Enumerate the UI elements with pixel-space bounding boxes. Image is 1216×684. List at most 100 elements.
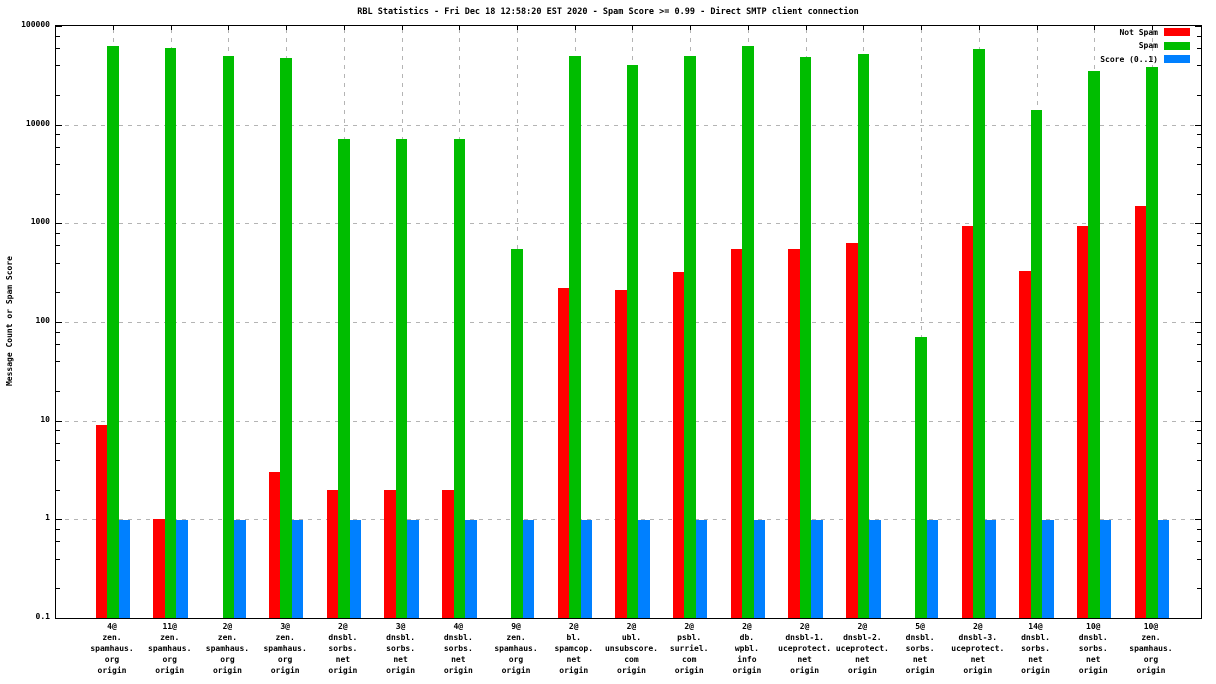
y-minor-tick [1197, 442, 1201, 444]
spam-bar [1088, 71, 1100, 618]
x-category-label-line: zen. [506, 633, 526, 642]
x-category-label-line: origin [732, 666, 762, 675]
x-category-label: 2@ db. wpbl. info origin [715, 621, 779, 676]
score-0-1--bar [869, 519, 881, 618]
x-category-label-line: uceprotect. [835, 644, 889, 653]
y-minor-tick [1197, 390, 1201, 392]
x-category-label: 2@ bl. spamcop. net origin [542, 621, 606, 676]
x-category-label-line: com [624, 655, 639, 664]
score-0-1--bar [234, 519, 246, 618]
not-spam-bar [615, 290, 627, 618]
x-category-label-line: origin [1021, 666, 1050, 675]
x-category-label: 2@ dnsbl-3. uceprotect. net origin [946, 621, 1010, 676]
y-minor-tick [56, 35, 60, 37]
x-category-label-line: 2@ [222, 622, 233, 631]
x-category-label-line: net [1028, 655, 1043, 664]
x-category-label-line: spamhaus. [90, 644, 134, 653]
x-top-tick [978, 26, 980, 30]
x-category-label-line: dnsbl. [1021, 633, 1050, 642]
y-minor-tick [1197, 134, 1201, 136]
x-top-tick [170, 26, 172, 30]
legend-item: Not Spam [1100, 28, 1190, 37]
x-category-label-line: 2@ [338, 622, 348, 631]
y-minor-tick [1197, 430, 1201, 432]
y-minor-tick [56, 94, 60, 96]
y-minor-tick [1197, 541, 1201, 543]
x-category-label-line: dnsbl. [443, 633, 473, 642]
legend-item: Spam [1100, 41, 1190, 50]
y-minor-tick [56, 65, 60, 67]
y-minor-tick [1197, 163, 1201, 165]
x-category-label-line: net [451, 655, 466, 664]
spam-bar [857, 54, 870, 618]
y-tick-label: 10 [40, 414, 50, 424]
y-minor-tick [56, 343, 60, 345]
x-category-label-line: spamcop. [554, 644, 594, 653]
x-category-label-line: 2@ [857, 622, 868, 631]
y-minor-tick [56, 558, 60, 560]
y-major-tick [1195, 420, 1201, 422]
not-spam-bar [1134, 205, 1147, 618]
y-minor-tick [1197, 146, 1201, 148]
x-category-label-line: origin [847, 666, 877, 675]
x-category-label-line: origin [328, 666, 358, 675]
x-category-label-line: 2@ [684, 622, 694, 631]
x-category-label-line: origin [443, 666, 473, 675]
not-spam-bar [557, 288, 569, 618]
not-spam-bar [1019, 270, 1031, 618]
x-category-label-line: origin [905, 666, 935, 675]
x-category-label-line: org [104, 655, 120, 664]
not-spam-bar [672, 272, 685, 618]
x-category-label-line: sorbs. [386, 644, 416, 653]
y-minor-tick [1197, 489, 1201, 491]
y-minor-tick [56, 442, 60, 444]
x-category-label-line: org [508, 655, 524, 664]
legend: Not Spam Spam Score (0..1) [1100, 28, 1190, 69]
x-category-label-line: uceprotect. [778, 644, 832, 653]
spam-bar [626, 65, 639, 618]
x-category-label-line: origin [674, 666, 704, 675]
spam-bar [453, 138, 466, 618]
x-top-tick [459, 26, 461, 30]
x-top-tick [921, 26, 923, 30]
not-spam-bar [730, 248, 743, 618]
x-category-label-line: surriel. [669, 644, 709, 653]
x-category-label-line: net [335, 655, 351, 664]
x-category-label-line: 2@ [972, 622, 983, 631]
y-minor-tick [56, 541, 60, 543]
spam-bar [684, 55, 696, 618]
spam-bar [395, 138, 408, 618]
x-category-label-line: 11@ [162, 622, 177, 631]
legend-label: Score (0..1) [1100, 54, 1158, 64]
legend-item: Score (0..1) [1100, 54, 1190, 64]
x-category-label-line: 10@ [1086, 622, 1101, 631]
score-0-1--bar [1042, 519, 1054, 618]
x-top-tick [1094, 26, 1096, 30]
x-top-tick [286, 26, 288, 30]
y-minor-tick [1197, 94, 1201, 96]
y-minor-tick [56, 390, 60, 392]
x-category-label-line: spamhaus. [263, 644, 307, 653]
x-top-tick [632, 26, 634, 30]
x-category-label-line: zen. [275, 633, 295, 642]
x-category-label-line: 2@ [626, 622, 637, 631]
x-top-tick [517, 26, 519, 30]
spam-bar [742, 46, 754, 618]
score-0-1--bar [811, 519, 823, 618]
score-0-1--bar [118, 519, 131, 618]
score-0-1--bar [580, 519, 592, 618]
legend-swatch-not-spam [1164, 28, 1190, 36]
x-category-label-line: dnsbl. [1078, 633, 1108, 642]
y-major-tick [1195, 322, 1201, 323]
x-top-tick [574, 26, 576, 30]
x-category-label: 14@ dnsbl. sorbs. net origin [1004, 621, 1068, 676]
x-category-label-line: org [277, 655, 293, 664]
score-0-1--bar [407, 519, 419, 618]
x-category-label-line: db. [739, 633, 755, 642]
x-top-tick [1151, 26, 1153, 30]
chart-title: RBL Statistics - Fri Dec 18 12:58:20 EST… [357, 7, 859, 17]
spam-bar [511, 248, 523, 618]
x-category-label-line: 3@ [395, 622, 406, 631]
plot-area [55, 25, 1202, 619]
